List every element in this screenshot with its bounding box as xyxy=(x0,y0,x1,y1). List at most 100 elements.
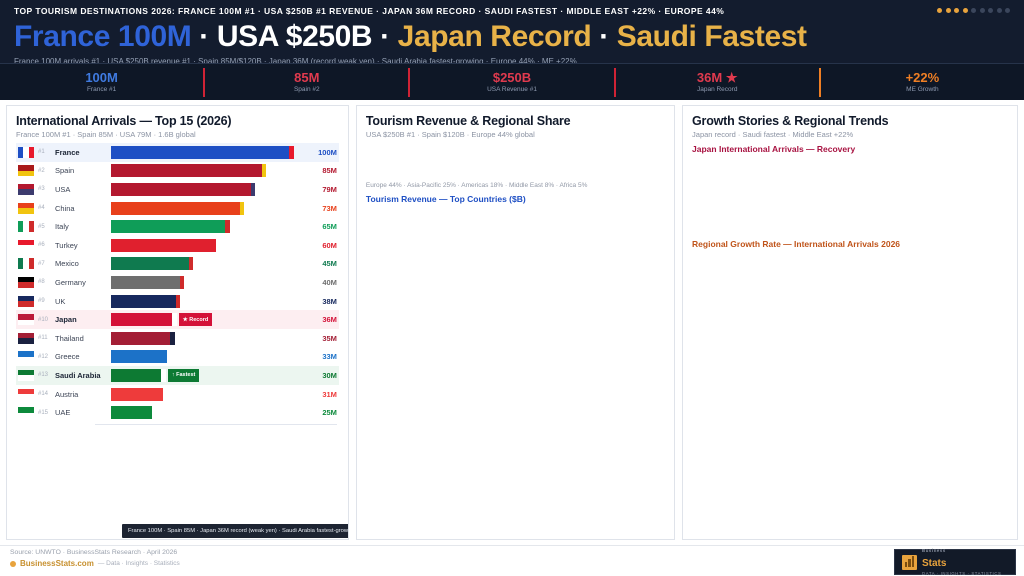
flag-icon xyxy=(18,407,34,419)
kpi-strip: 100M France #1 85M Spain #2 $250B USA Revenue… xyxy=(0,63,1024,100)
rank-label: #6 xyxy=(38,242,45,249)
bar-value: 33M xyxy=(322,352,337,362)
rank-label: #14 xyxy=(38,391,49,398)
country-name: UK xyxy=(55,296,66,306)
bar-cap xyxy=(170,331,175,345)
growth-subtitle: Japan record · Saudi fastest · Middle Ea… xyxy=(692,130,854,139)
rank-label: #7 xyxy=(38,260,45,267)
brand-name[interactable]: BusinessStats.com xyxy=(20,559,94,568)
title-part-4: Japan Record xyxy=(397,20,592,53)
bar-value: 36M xyxy=(322,315,337,325)
bar-fill xyxy=(111,331,175,345)
page-dot[interactable] xyxy=(937,8,942,13)
arrivals-row[interactable]: #12 Greece 33M xyxy=(16,348,339,367)
brand-line: BusinessStats.com — Data · Insights · St… xyxy=(10,559,1014,568)
arrivals-row[interactable]: #10 Japan ★ Record 36M xyxy=(16,310,339,329)
kpi-label: ME Growth xyxy=(906,85,939,93)
country-name: China xyxy=(55,203,75,213)
arrivals-row[interactable]: #3 USA 79M xyxy=(16,180,339,199)
title-part-6: Saudi Fastest xyxy=(616,20,807,53)
arrivals-tooltip: France 100M · Spain 85M · Japan 36M reco… xyxy=(122,524,348,538)
bar-track xyxy=(111,182,303,196)
arrivals-bar-list: #1 France 100M #2 Spain 85M #3 USA 79M #4 China 73M… xyxy=(16,143,339,422)
arrivals-row[interactable]: #5 Italy 65M xyxy=(16,217,339,236)
page-dot[interactable] xyxy=(988,8,993,13)
bar-track xyxy=(111,145,303,159)
arrivals-row[interactable]: #4 China 73M xyxy=(16,199,339,218)
bar-track xyxy=(111,294,303,308)
bar-value: 45M xyxy=(322,259,337,269)
arrivals-row[interactable]: #7 Mexico 45M xyxy=(16,255,339,274)
bar-cap xyxy=(239,201,245,215)
flag-icon xyxy=(18,388,34,400)
arrivals-row[interactable]: #11 Thailand 35M xyxy=(16,329,339,348)
page-dot[interactable] xyxy=(971,8,976,13)
bar-value: 40M xyxy=(322,277,337,287)
kpi-label: USA Revenue #1 xyxy=(487,85,537,93)
page-dot[interactable] xyxy=(996,8,1002,13)
regional-share-stacked-bar xyxy=(366,144,665,178)
country-name: Thailand xyxy=(55,333,84,343)
logo-wordmark: Business Stats xyxy=(922,548,947,569)
kpi-separator xyxy=(203,67,206,97)
country-name: Turkey xyxy=(55,240,78,250)
kpi-1: 85M Spain #2 xyxy=(205,69,408,95)
page-dot[interactable] xyxy=(962,8,968,13)
page-dot[interactable] xyxy=(1005,8,1010,13)
bar-track xyxy=(111,387,303,401)
flag-icon xyxy=(18,183,34,195)
bar-fill xyxy=(111,294,181,308)
bar-fill xyxy=(111,406,157,420)
bar-fill xyxy=(111,275,185,289)
kpi-3: 36M ★ Japan Record xyxy=(616,69,819,95)
page-dot[interactable] xyxy=(979,8,985,13)
page-dot[interactable] xyxy=(954,8,959,13)
bar-cap xyxy=(161,368,166,382)
country-name: Saudi Arabia xyxy=(55,370,101,380)
flag-icon xyxy=(18,221,34,233)
rank-label: #4 xyxy=(38,205,45,212)
arrivals-row[interactable]: #9 UK 38M xyxy=(16,292,339,311)
kpi-value: +22% xyxy=(905,70,940,86)
growth-title: Growth Stories & Regional Trends xyxy=(692,114,889,128)
bar-fill xyxy=(111,257,194,271)
brand-tagline: — Data · Insights · Statistics xyxy=(97,560,180,567)
arrivals-row[interactable]: #15 UAE 25M xyxy=(16,403,339,422)
arrivals-row[interactable]: #13 Saudi Arabia ↑ Fastest 30M xyxy=(16,366,339,385)
rank-label: #5 xyxy=(38,223,45,230)
bullet-icon xyxy=(10,560,16,567)
country-name: Greece xyxy=(55,352,80,362)
title-part-1: · xyxy=(191,20,217,53)
bar-value: 25M xyxy=(322,408,337,418)
arrivals-row[interactable]: #2 Spain 85M xyxy=(16,162,339,181)
country-name: Spain xyxy=(55,166,75,176)
flag-icon xyxy=(18,202,34,214)
arrivals-row[interactable]: #6 Turkey 60M xyxy=(16,236,339,255)
kpi-label: France #1 xyxy=(86,85,117,93)
country-name: USA xyxy=(55,184,71,194)
kpi-value: 36M ★ xyxy=(696,70,738,86)
bar-cap xyxy=(172,313,177,327)
country-name: France xyxy=(55,147,80,157)
bar-track: ↑ Fastest xyxy=(111,368,303,382)
kpi-label: Spain #2 xyxy=(293,85,320,93)
page-dot[interactable] xyxy=(945,8,951,13)
kpi-separator xyxy=(613,67,616,97)
dashboard-body: International Arrivals — Top 15 (2026) F… xyxy=(0,100,1024,540)
flag-icon xyxy=(18,146,34,158)
arrivals-row[interactable]: #14 Austria 31M xyxy=(16,385,339,404)
arrivals-row[interactable]: #1 France 100M xyxy=(16,143,339,162)
bar-fill xyxy=(111,201,245,215)
kpi-4: +22% ME Growth xyxy=(821,69,1024,95)
arrivals-row[interactable]: #8 Germany 40M xyxy=(16,273,339,292)
title-part-2: USA $250B xyxy=(216,20,373,53)
regional-share-note: Europe 44% · Asia-Pacific 25% · Americas… xyxy=(365,182,588,189)
bar-fill xyxy=(111,238,221,252)
kpi-value: 100M xyxy=(85,70,118,86)
bar-fill xyxy=(111,350,172,364)
rank-label: #2 xyxy=(38,167,45,174)
kpi-2: $250B USA Revenue #1 xyxy=(410,69,613,95)
bar-track xyxy=(111,164,303,178)
flag-icon xyxy=(18,165,34,177)
